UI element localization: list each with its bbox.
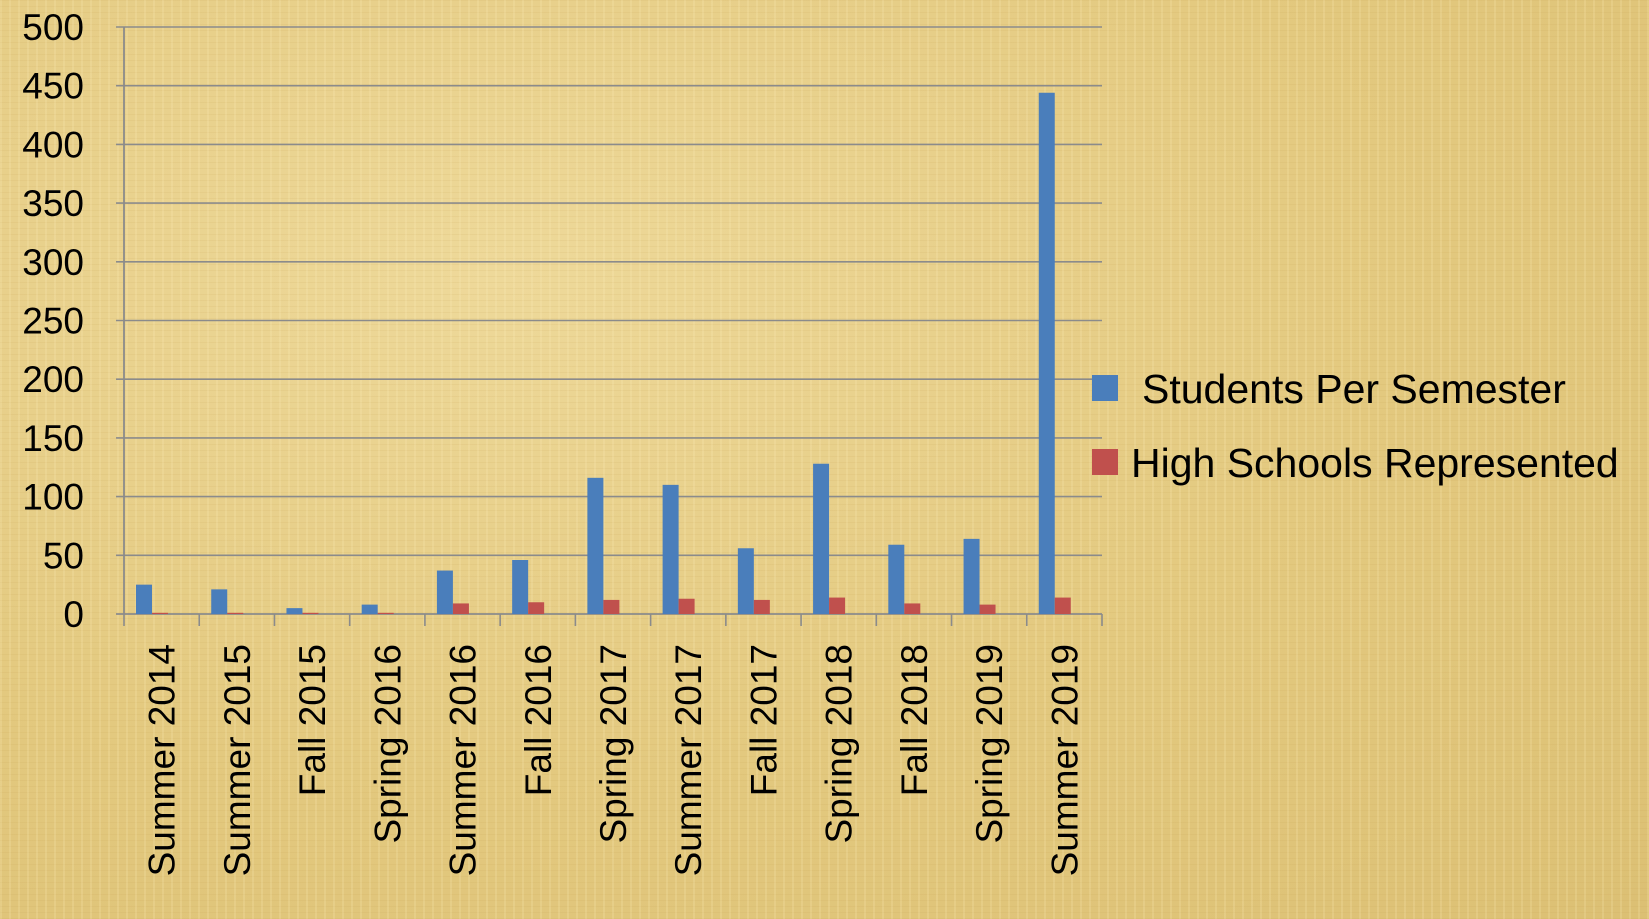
y-tick-label: 450 [22,66,84,107]
bar-students [662,484,679,614]
bar-high-schools [678,598,695,614]
bar-high-schools [302,612,319,614]
bar-students [888,544,905,614]
x-tick-label: Fall 2018 [894,644,935,796]
x-tick-label: Spring 2018 [819,644,860,844]
bar-students [813,463,830,614]
x-tick-label: Summer 2017 [668,644,709,876]
bar-high-schools [452,603,469,614]
bar-students [963,538,980,614]
x-tick-label: Fall 2017 [743,644,784,796]
bar-high-schools [152,612,168,614]
x-tick-label: Fall 2015 [292,644,333,796]
bar-students [136,584,152,614]
x-tick-label: Summer 2014 [142,644,183,876]
x-tick-label: Summer 2015 [217,644,258,876]
bar-students [286,608,303,614]
x-tick-labels: Summer 2014 Summer 2015 Fall 2015 Spring 20… [142,644,1086,876]
bar-high-schools [528,602,545,614]
x-tick-label: Summer 2019 [1044,644,1085,876]
x-tick-label: Spring 2016 [367,644,408,844]
y-tick-label: 500 [22,7,84,48]
y-tick-label: 250 [22,301,84,342]
legend: Students Per Semester High Schools Repres… [1092,366,1619,486]
axes [116,27,1103,626]
bar-high-schools [904,603,921,614]
bar-students [1038,92,1055,614]
bar-students [512,559,529,614]
bar-students [436,570,453,614]
x-tick-label: Fall 2016 [518,644,559,796]
legend-swatch [1092,375,1118,401]
x-tick-label: Spring 2017 [593,644,634,844]
x-tick-label: Summer 2016 [443,644,484,876]
gridlines [116,26,1102,557]
bar-students [587,477,604,614]
y-tick-label: 200 [22,359,84,400]
y-tick-label: 0 [63,594,84,635]
y-tick-label: 400 [22,124,84,165]
legend-label: Students Per Semester [1142,366,1566,412]
bar-students [361,604,378,614]
legend-swatch [1092,449,1118,475]
legend-label: High Schools Represented [1131,440,1619,486]
bar-high-schools [1054,597,1071,614]
bar-high-schools [829,597,846,614]
bar-high-schools [377,612,394,614]
y-tick-label: 150 [22,418,84,459]
bars [136,92,1071,614]
bar-high-schools [979,604,996,614]
bar-students [737,548,754,614]
bar-high-schools [753,599,770,614]
y-tick-label: 50 [43,535,84,576]
bar-students [211,589,228,614]
y-tick-label: 300 [22,242,84,283]
x-tick-label: Spring 2019 [969,644,1010,844]
y-tick-label: 350 [22,183,84,224]
bar-high-schools [227,612,244,614]
bar-high-schools [603,599,620,614]
y-tick-label: 100 [22,477,84,518]
y-tick-labels: 0 50 100 150 200 250 300 350 400 450 500 [22,7,84,635]
